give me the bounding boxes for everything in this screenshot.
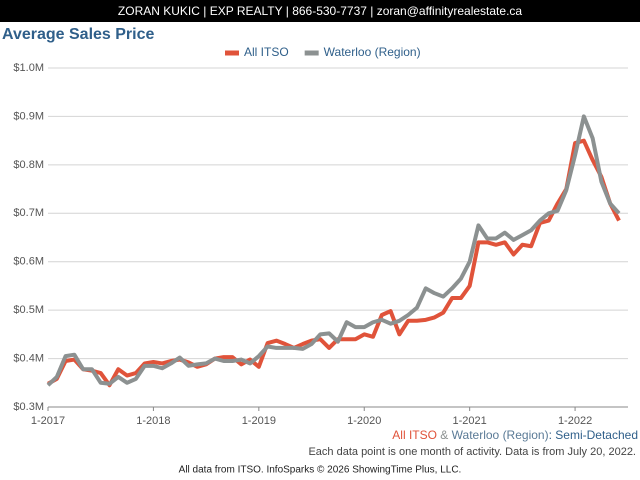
y-tick-label: $0.5M [13,304,44,316]
y-tick-label: $0.4M [13,352,44,364]
series-line [46,114,621,387]
caption-joiner: & [440,428,448,442]
series-line [47,138,621,388]
header-text: ZORAN KUKIC | EXP REALTY | 866-530-7737 … [118,4,522,18]
x-tick-label: 1-2021 [453,415,487,427]
x-tick-label: 1-2020 [347,415,381,427]
y-tick-label: $0.6M [13,256,44,268]
footer: All data from ITSO. InfoSparks © 2026 Sh… [179,465,462,476]
caption: All ITSO & Waterloo (Region): Semi-Detac… [392,428,638,442]
caption-area: All ITSO [392,428,437,442]
x-tick-label: 1-2018 [136,415,170,427]
legend-label: Waterloo (Region) [324,45,421,59]
chart-title: Average Sales Price [2,26,155,43]
y-tick-label: $0.7M [13,207,44,219]
legend-label: All ITSO [244,45,289,59]
legend: All ITSO Waterloo (Region) [225,45,421,59]
caption-type: Semi-Detached [555,428,638,442]
y-tick-label: $0.8M [13,159,44,171]
plot: $0.3M $0.4M $0.5M $0.6M $0.7M $0.8M $0.9M $1.0M… [13,45,628,427]
caption-separator: : [549,428,552,442]
y-tick-label: $1.0M [13,62,44,74]
y-tick-label: $0.3M [13,401,44,413]
header-bar [0,0,640,22]
note: Each data point is one month of activity… [308,446,636,458]
x-tick-label: 1-2019 [242,415,276,427]
y-tick-label: $0.9M [13,110,44,122]
x-tick-label: 1-2022 [558,415,592,427]
caption-area: Waterloo (Region) [452,428,549,442]
x-tick-label: 1-2017 [31,415,65,427]
